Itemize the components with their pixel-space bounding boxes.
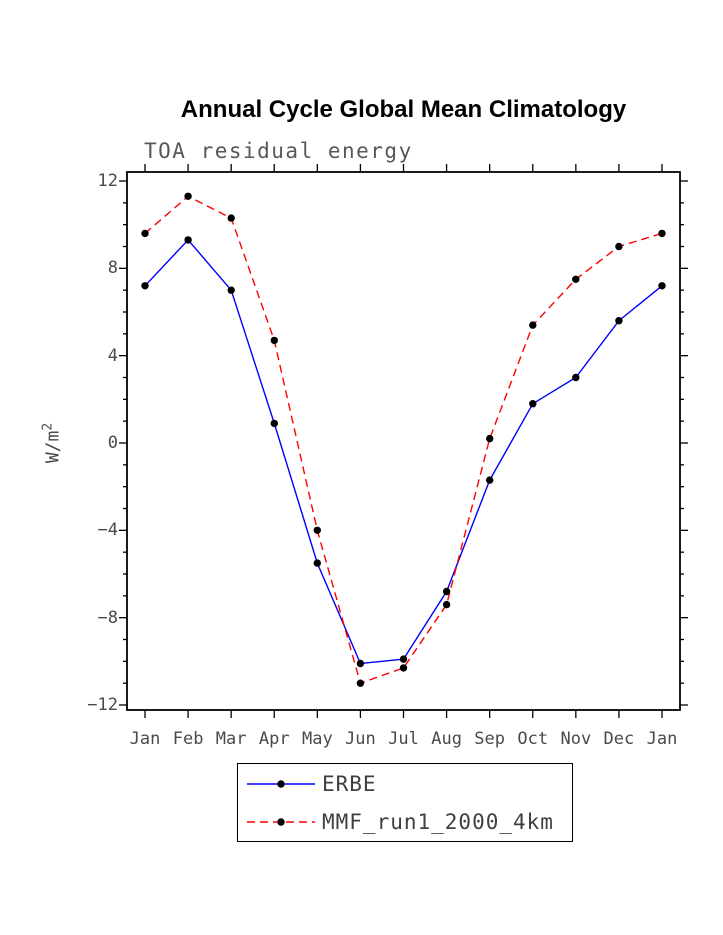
series-line-1 xyxy=(144,195,663,685)
data-marker xyxy=(184,236,192,244)
data-marker xyxy=(529,321,537,329)
legend-line-sample xyxy=(247,817,315,826)
legend-label: ERBE xyxy=(322,771,377,796)
data-marker xyxy=(658,282,666,290)
data-marker xyxy=(658,229,666,238)
data-marker xyxy=(529,400,537,408)
data-marker xyxy=(141,282,149,290)
data-marker xyxy=(399,655,408,663)
data-marker xyxy=(184,192,192,200)
plot-frame xyxy=(126,171,681,711)
data-marker xyxy=(270,419,278,428)
data-marker xyxy=(442,587,451,596)
chart-title: Annual Cycle Global Mean Climatology xyxy=(180,96,627,123)
chart-subtitle: TOA residual energy xyxy=(144,139,413,163)
data-marker xyxy=(313,526,321,534)
legend-entry: MMF_run1_2000_4km xyxy=(245,803,572,841)
data-marker xyxy=(141,229,149,238)
data-marker xyxy=(572,275,580,283)
data-marker xyxy=(486,434,494,443)
data-marker xyxy=(270,336,278,345)
data-marker xyxy=(572,373,580,382)
legend-line-sample xyxy=(247,779,315,788)
data-marker xyxy=(615,317,623,325)
legend-label: MMF_run1_2000_4km xyxy=(322,809,554,834)
data-marker xyxy=(486,476,494,484)
data-marker xyxy=(615,242,623,251)
legend: ERBE MMF_run1_2000_4km xyxy=(237,763,573,842)
legend-marker xyxy=(277,779,285,788)
legend-entry: ERBE xyxy=(245,765,572,803)
legend-rows: ERBE MMF_run1_2000_4km xyxy=(245,765,572,841)
series-line-0 xyxy=(144,238,663,665)
legend-marker xyxy=(277,817,285,826)
data-marker xyxy=(442,600,451,609)
data-marker xyxy=(313,559,321,567)
data-marker xyxy=(356,659,365,668)
data-marker xyxy=(227,214,235,222)
data-marker xyxy=(356,679,365,687)
data-marker xyxy=(399,664,408,672)
data-marker xyxy=(227,286,235,294)
